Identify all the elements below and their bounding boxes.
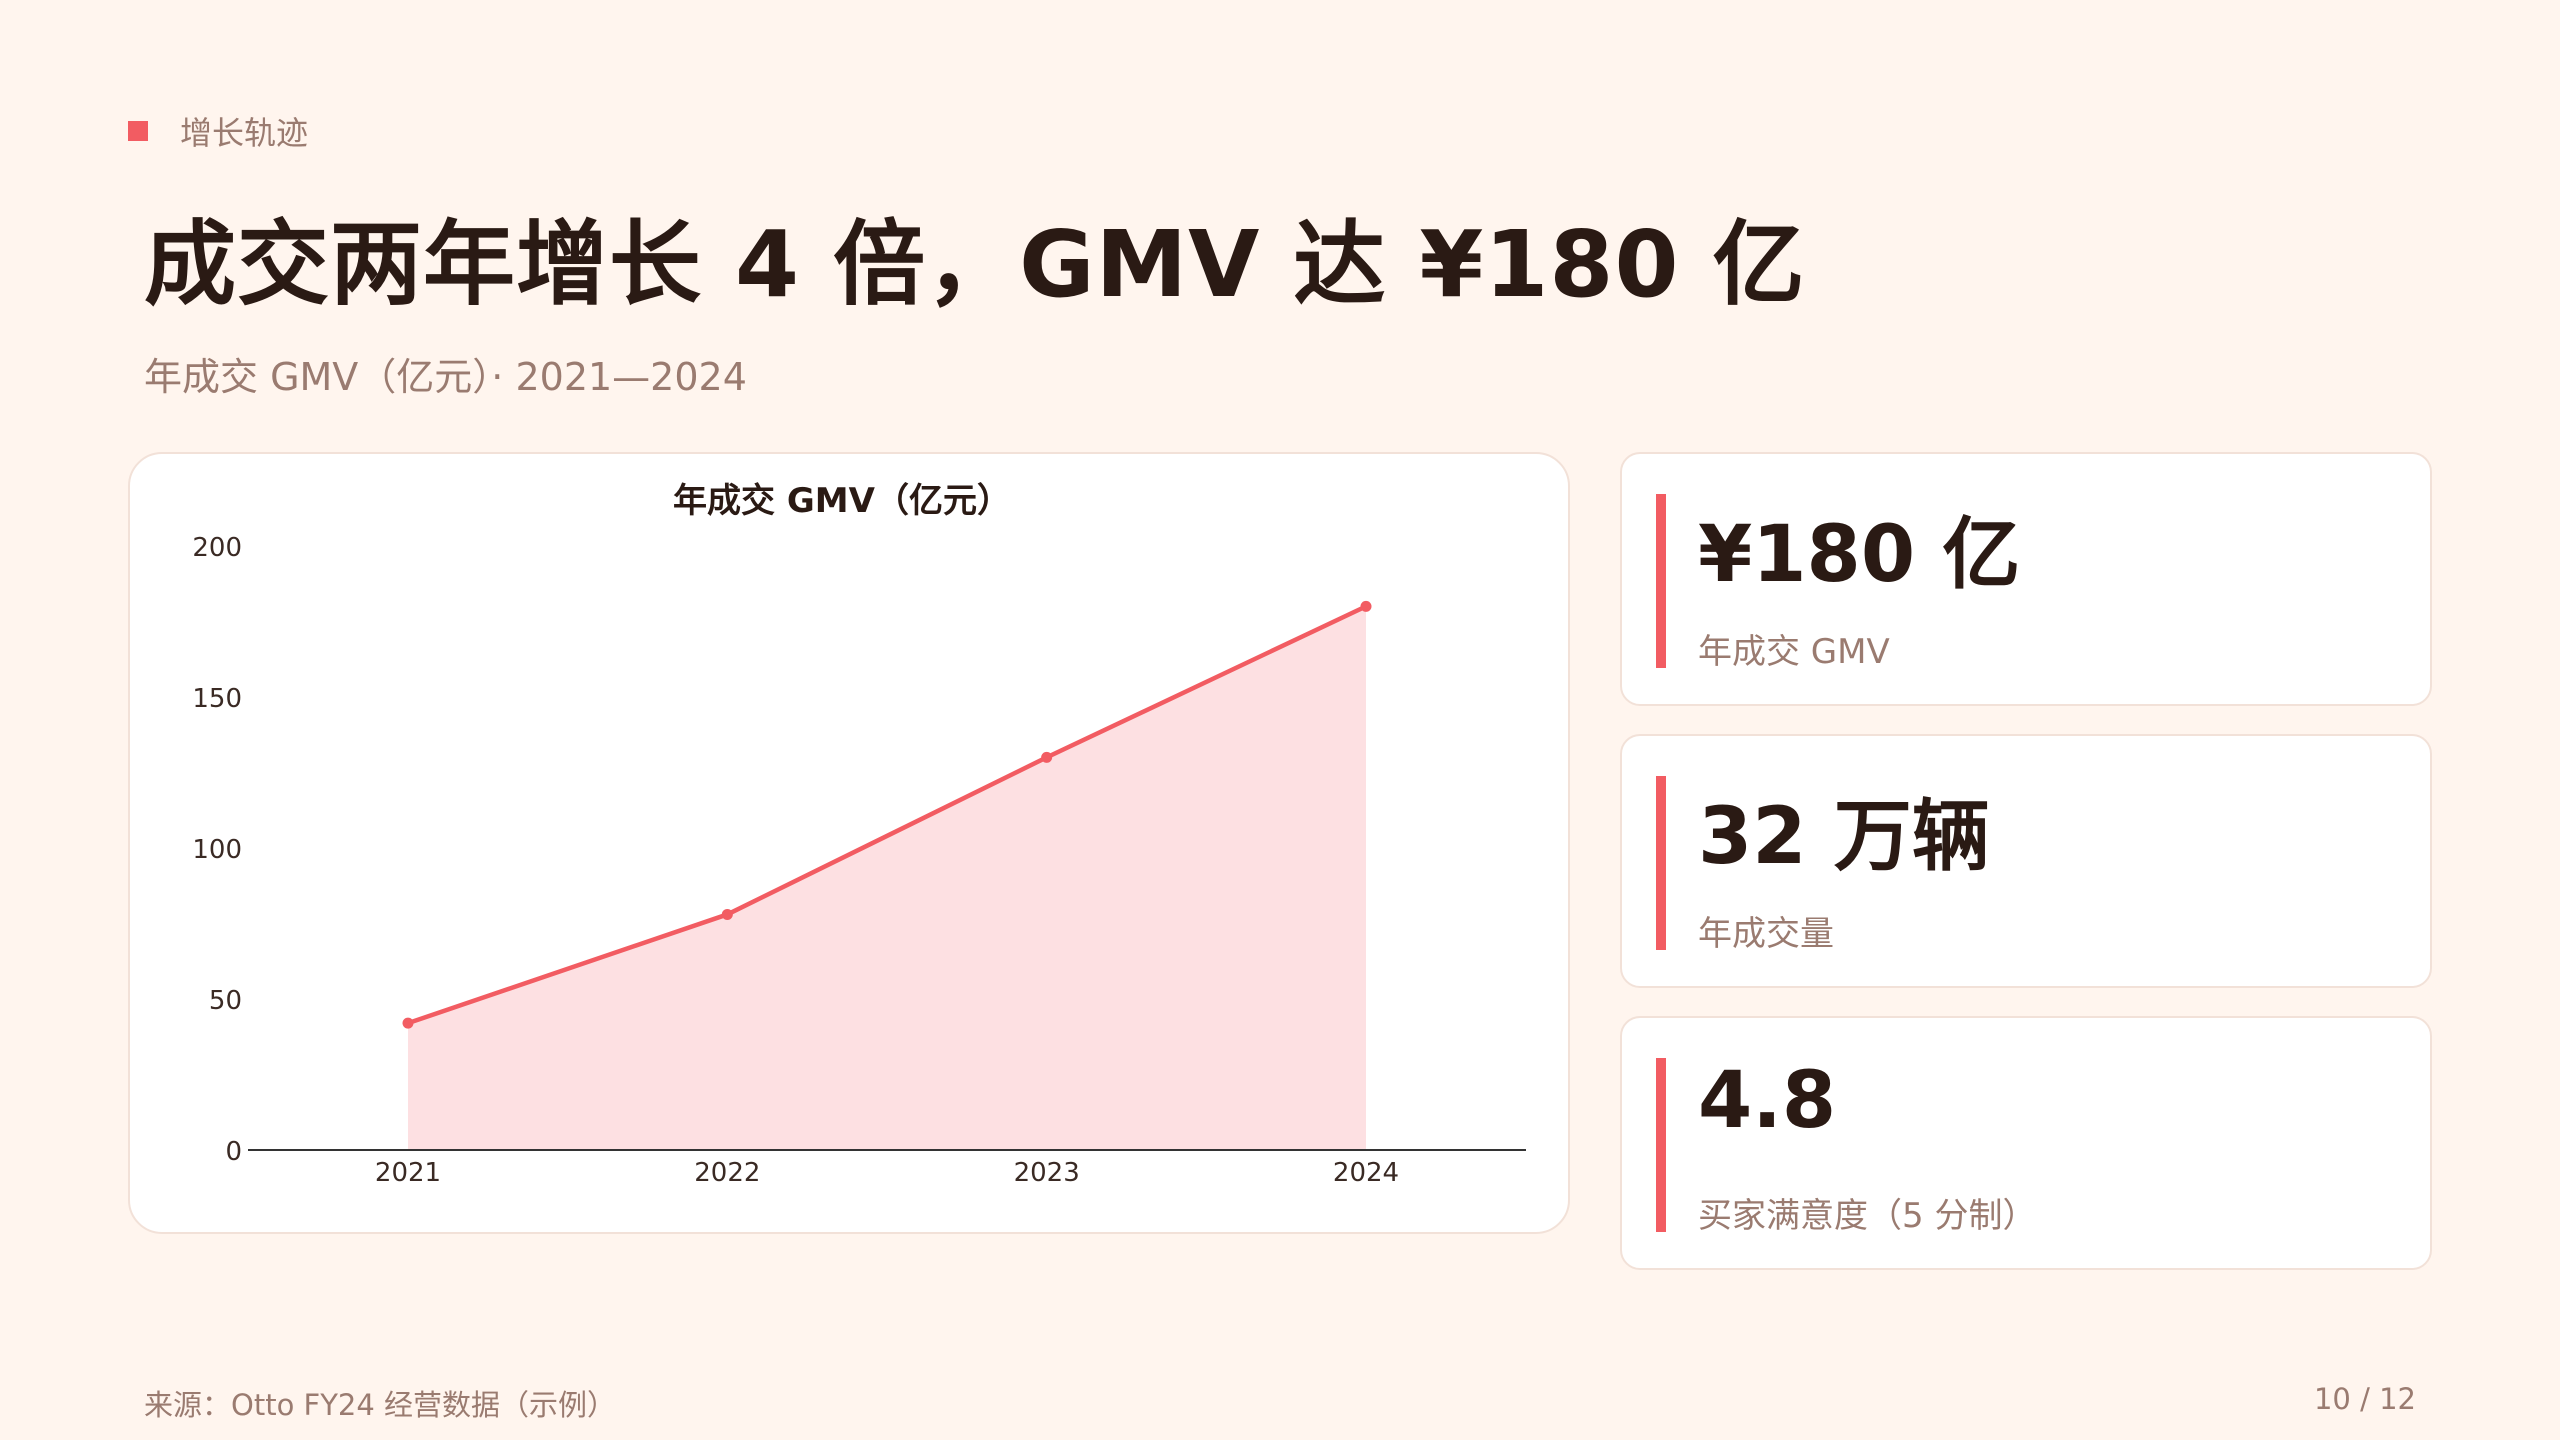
y-tick-label: 200 bbox=[192, 533, 242, 563]
page-number: 10 / 12 bbox=[2313, 1382, 2416, 1416]
y-tick-label: 50 bbox=[209, 986, 242, 1016]
x-tick-label: 2021 bbox=[375, 1158, 441, 1188]
data-point bbox=[402, 1017, 414, 1029]
series-line bbox=[407, 604, 1367, 1026]
stat-card-gmv: ¥180 亿 年成交 GMV bbox=[1620, 452, 2432, 706]
data-point bbox=[1041, 751, 1053, 763]
gmv-area-chart: 年成交 GMV（亿元） 0 50 100 150 200 2021 2022 2023 2024 bbox=[192, 481, 1526, 1188]
stat-accent-bar bbox=[1656, 776, 1666, 950]
stat-accent-bar bbox=[1656, 1058, 1666, 1232]
stat-value-volume: 32 万辆 bbox=[1698, 792, 1990, 882]
stat-accent-bar bbox=[1656, 494, 1666, 668]
chart-title: 年成交 GMV（亿元） bbox=[673, 481, 1011, 521]
eyebrow-square-icon bbox=[128, 121, 148, 141]
x-tick-label: 2022 bbox=[694, 1158, 760, 1188]
x-tick-label: 2023 bbox=[1014, 1158, 1080, 1188]
y-tick-label: 150 bbox=[192, 684, 242, 714]
stat-value-gmv: ¥180 亿 bbox=[1698, 510, 2021, 600]
chart-card: 年成交 GMV（亿元） 0 50 100 150 200 2021 2022 2023 2024 bbox=[128, 452, 1570, 1234]
stat-label-satisfaction: 买家满意度（5 分制） bbox=[1698, 1196, 2037, 1236]
data-point bbox=[1360, 600, 1372, 612]
stat-label-volume: 年成交量 bbox=[1698, 914, 1834, 954]
data-point bbox=[721, 908, 733, 920]
y-tick-label: 100 bbox=[192, 835, 242, 865]
page-title: 成交两年增长 4 倍，GMV 达 ¥180 亿 bbox=[144, 211, 1806, 318]
section-eyebrow: 增长轨迹 bbox=[128, 108, 308, 154]
stat-value-satisfaction: 4.8 bbox=[1698, 1056, 1837, 1146]
x-tick-label: 2024 bbox=[1333, 1158, 1399, 1188]
stat-label-gmv: 年成交 GMV bbox=[1698, 632, 1890, 672]
eyebrow-label: 增长轨迹 bbox=[180, 114, 309, 152]
y-tick-label: 0 bbox=[225, 1137, 242, 1167]
series-area-fill bbox=[408, 606, 1366, 1150]
source-note: 来源：Otto FY24 经营数据（示例） bbox=[144, 1388, 617, 1422]
stat-card-satisfaction: 4.8 买家满意度（5 分制） bbox=[1620, 1016, 2432, 1270]
page-subtitle: 年成交 GMV（亿元）· 2021—2024 bbox=[144, 355, 747, 399]
stat-card-volume: 32 万辆 年成交量 bbox=[1620, 734, 2432, 988]
